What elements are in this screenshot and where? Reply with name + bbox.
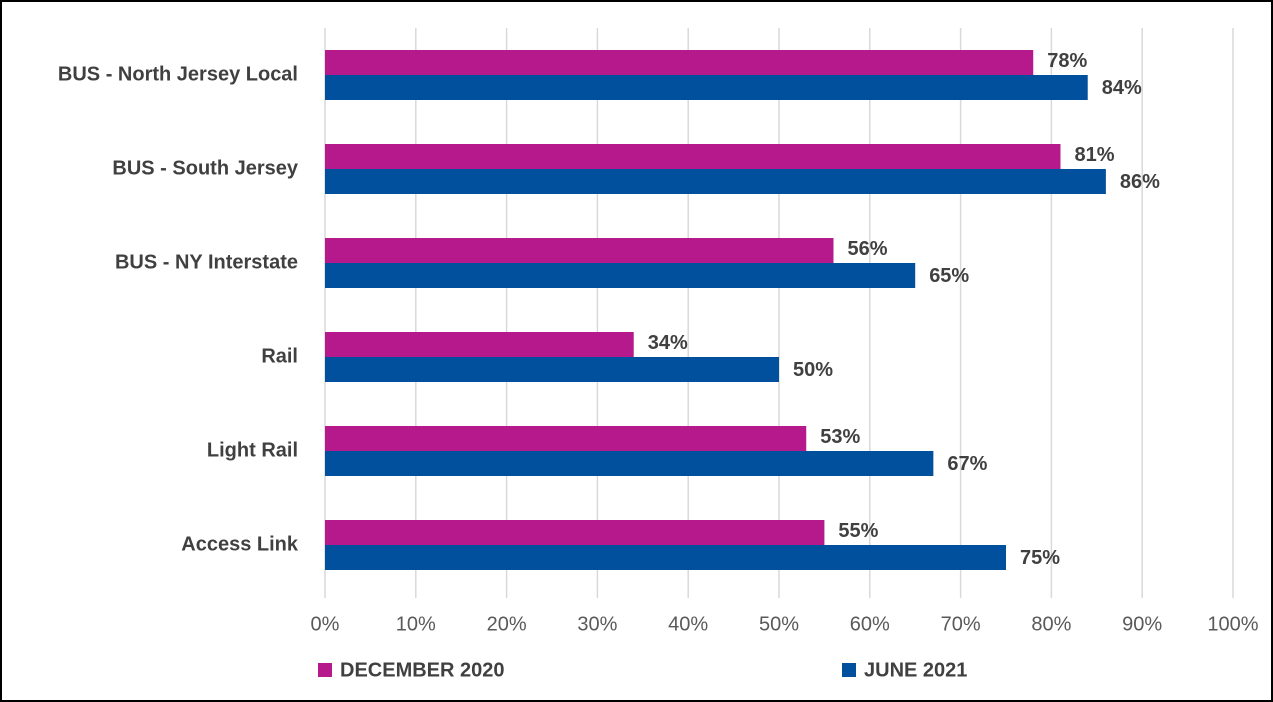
- bar: [325, 144, 1061, 169]
- bar: [325, 169, 1106, 194]
- bar: [325, 50, 1034, 75]
- data-label: 67%: [947, 453, 987, 475]
- category-label: BUS - NY Interstate: [115, 251, 298, 273]
- category-label: Access Link: [181, 533, 299, 555]
- category-label: BUS - South Jersey: [112, 157, 298, 179]
- x-tick-label: 50%: [759, 613, 799, 635]
- x-tick-label: 30%: [577, 613, 617, 635]
- legend-label: JUNE 2021: [864, 659, 967, 681]
- x-tick-label: 0%: [311, 613, 340, 635]
- x-tick-label: 90%: [1122, 613, 1162, 635]
- x-tick-label: 100%: [1207, 613, 1258, 635]
- legend-label: DECEMBER 2020: [340, 659, 505, 681]
- category-label: Rail: [261, 345, 298, 367]
- bar: [325, 426, 807, 451]
- bar: [325, 75, 1088, 100]
- x-tick-label: 40%: [668, 613, 708, 635]
- data-label: 81%: [1074, 144, 1114, 166]
- bar: [325, 238, 834, 263]
- legend-swatch: [318, 663, 332, 677]
- x-tick-label: 60%: [850, 613, 890, 635]
- bar: [325, 451, 934, 476]
- bar: [325, 520, 825, 545]
- data-label: 65%: [929, 265, 969, 287]
- data-label: 86%: [1120, 171, 1160, 193]
- category-label: BUS - North Jersey Local: [58, 63, 298, 85]
- x-tick-label: 80%: [1031, 613, 1071, 635]
- bar: [325, 263, 916, 288]
- bar: [325, 332, 634, 357]
- data-label: 53%: [820, 426, 860, 448]
- x-tick-label: 10%: [396, 613, 436, 635]
- legend-swatch: [842, 663, 856, 677]
- bar: [325, 357, 779, 382]
- x-tick-label: 70%: [941, 613, 981, 635]
- data-label: 84%: [1102, 77, 1142, 99]
- data-label: 75%: [1020, 547, 1060, 569]
- category-label: Light Rail: [207, 439, 298, 461]
- data-label: 50%: [793, 359, 833, 381]
- data-label: 56%: [847, 238, 887, 260]
- data-label: 78%: [1047, 50, 1087, 72]
- bar: [325, 545, 1006, 570]
- x-tick-label: 20%: [487, 613, 527, 635]
- data-label: 55%: [838, 520, 878, 542]
- data-label: 34%: [648, 332, 688, 354]
